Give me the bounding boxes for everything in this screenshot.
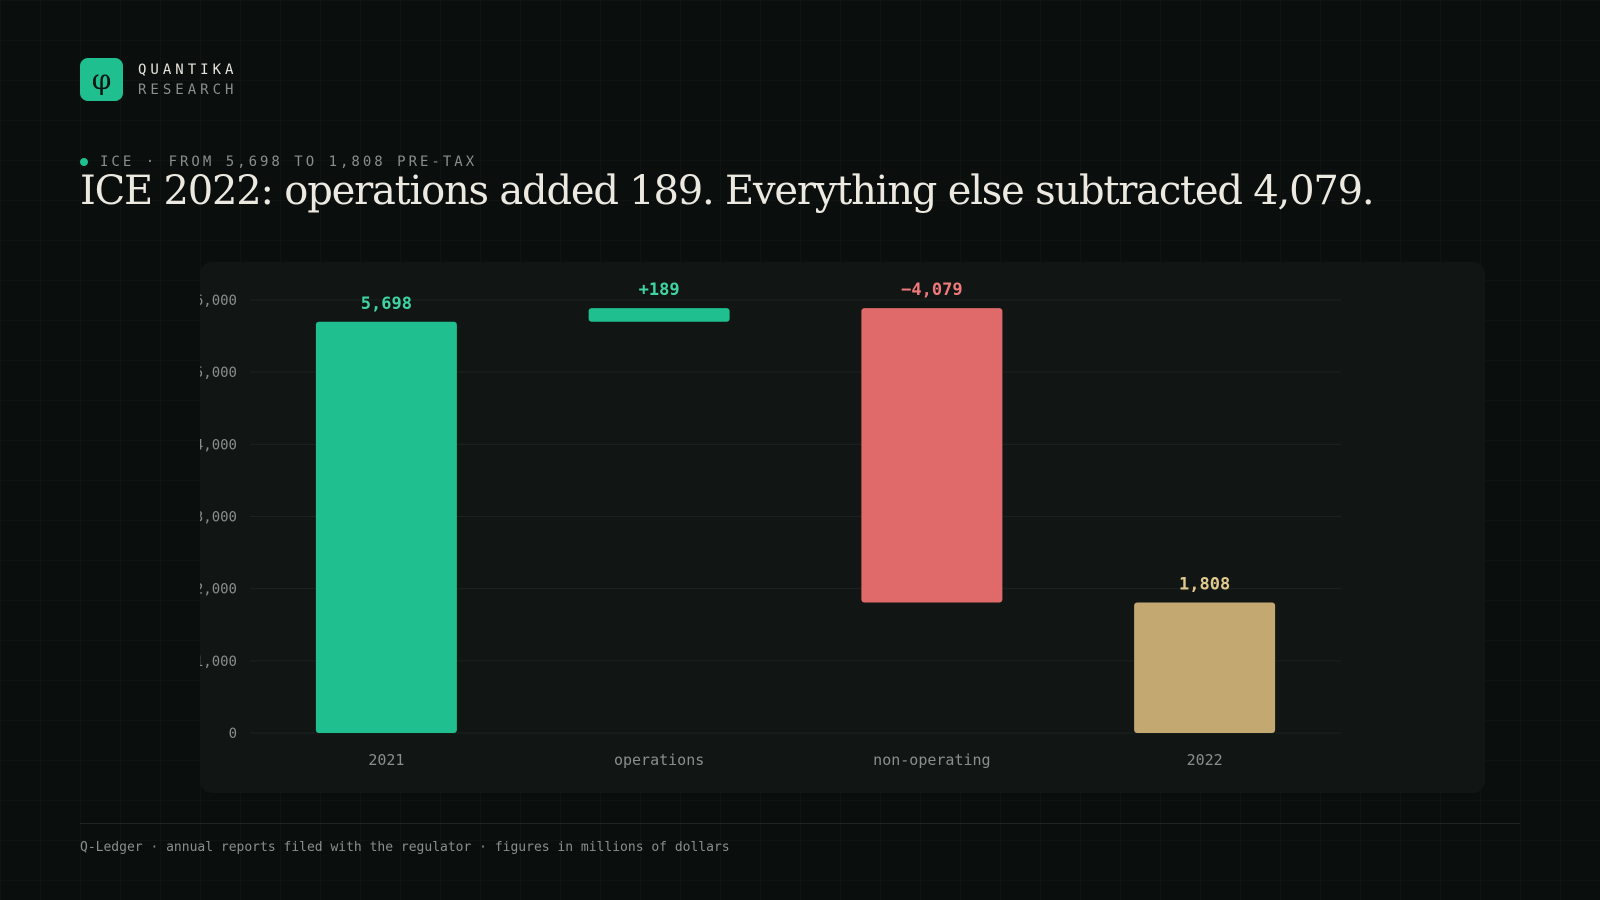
footer-source: Q-Ledger · annual reports filed with the… bbox=[80, 840, 730, 855]
data-label: +189 bbox=[639, 280, 680, 300]
y-tick-label: 2,000 bbox=[200, 582, 237, 598]
y-tick-label: 1,000 bbox=[200, 654, 237, 670]
eyebrow-text: ICE · FROM 5,698 TO 1,808 PRE-TAX bbox=[100, 154, 478, 170]
data-label: 1,808 bbox=[1179, 575, 1230, 595]
footer-divider bbox=[80, 823, 1520, 824]
bar-2022 bbox=[1134, 602, 1276, 733]
y-tick-label: 5,000 bbox=[200, 365, 237, 381]
eyebrow: ICE · FROM 5,698 TO 1,808 PRE-TAX bbox=[80, 154, 477, 170]
bar-2021 bbox=[315, 321, 457, 733]
page-title: ICE 2022: operations added 189. Everythi… bbox=[80, 168, 1375, 214]
waterfall-chart: 0 1,000 2,000 3,000 4,000 5,000 6,000 5,698 2021… bbox=[200, 280, 1341, 769]
y-tick-label: 3,000 bbox=[200, 510, 237, 526]
data-label: −4,079 bbox=[901, 280, 962, 300]
x-tick-label: 2021 bbox=[368, 751, 404, 769]
y-tick-label: 4,000 bbox=[200, 437, 237, 453]
brand-subtitle: RESEARCH bbox=[138, 81, 238, 98]
x-tick-label: operations bbox=[614, 751, 704, 769]
brand-name: QUANTIKA bbox=[138, 61, 238, 78]
y-tick-label: 0 bbox=[229, 726, 237, 742]
y-tick-label: 6,000 bbox=[200, 293, 237, 309]
bar-non-operating bbox=[861, 308, 1003, 603]
x-tick-label: 2022 bbox=[1187, 751, 1223, 769]
data-label: 5,698 bbox=[361, 294, 412, 314]
chart-panel: 0 1,000 2,000 3,000 4,000 5,000 6,000 5,698 2021… bbox=[200, 262, 1485, 793]
brand-block: φ QUANTIKA RESEARCH bbox=[80, 58, 237, 101]
bar-operations bbox=[588, 308, 730, 322]
status-dot-icon bbox=[80, 158, 88, 166]
phi-logo-icon: φ bbox=[80, 58, 123, 101]
x-tick-label: non-operating bbox=[873, 751, 990, 769]
brand-text: QUANTIKA RESEARCH bbox=[138, 60, 237, 100]
